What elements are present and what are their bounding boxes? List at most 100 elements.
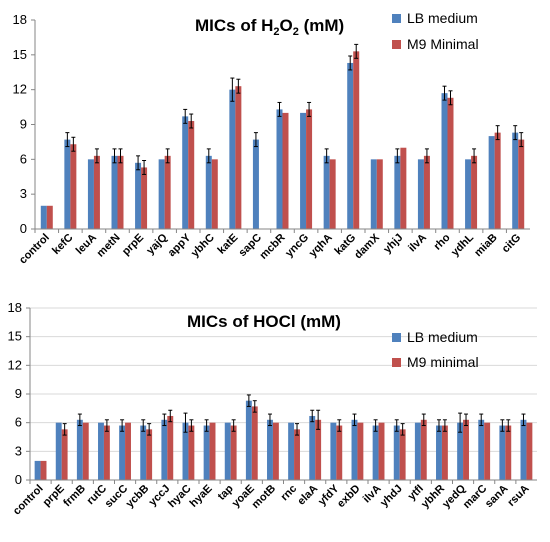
bar-lb-medium-sapC — [252, 139, 259, 229]
bar-m9-sucC — [125, 422, 131, 480]
y-tick-label: 3 — [20, 186, 27, 201]
bar-m9-ytfI — [420, 419, 427, 480]
bar-lb-medium-yncG — [300, 112, 307, 229]
bar-m9-hyaC — [188, 425, 195, 480]
bar-lb-medium-control — [40, 205, 47, 229]
y-tick-label: 12 — [8, 357, 22, 372]
bar-m9-ybhC — [211, 159, 218, 229]
bar-m9-katG — [353, 51, 360, 229]
bar-m9-yhdJ — [399, 429, 406, 480]
legend-label-lb: LB medium — [407, 329, 478, 345]
bar-m9-sanA — [505, 425, 512, 480]
x-tick-label: damX — [352, 231, 382, 261]
bar-lb-medium-citG — [512, 132, 519, 229]
x-tick-label: mcbR — [258, 232, 288, 262]
x-tick-label: sucC — [103, 483, 131, 511]
h2o2-chart: MICs of H2O2 (mM) 0 3 6 9 12 15 18 controlkefC… — [13, 10, 530, 266]
bar-m9-marC — [484, 422, 491, 480]
x-tick-label: metN — [95, 232, 123, 260]
bar-lb-medium-ilvA — [372, 425, 379, 480]
bar-lb-medium-miaB — [488, 136, 495, 229]
bar-lb-medium-yajQ — [158, 159, 165, 229]
x-tick-label: kefC — [50, 232, 75, 257]
bar-m9-ydhL — [471, 155, 478, 229]
bar-lb-medium-katG — [347, 62, 354, 229]
bar-lb-medium-yfdY — [330, 422, 337, 480]
bar-lb-medium-yedQ — [457, 422, 464, 480]
bar-m9-yncG — [306, 109, 313, 229]
bar-lb-medium-yoaE — [245, 400, 252, 480]
bar-lb-medium-yhjJ — [394, 155, 401, 229]
bar-lb-medium-motB — [267, 419, 273, 480]
bar-m9-rsuA — [526, 422, 533, 480]
bar-lb-medium-rsuA — [520, 419, 527, 480]
y-tick-label: 15 — [13, 47, 27, 62]
y-tick-label: 6 — [20, 151, 27, 166]
bar-lb-medium-sanA — [499, 425, 506, 480]
y-tick-label: 9 — [20, 117, 27, 132]
chart-title: MICs of H2O2 (mM) — [195, 16, 344, 38]
bar-m9-ilvA — [378, 422, 385, 480]
x-tick-label: ybhC — [189, 232, 217, 260]
x-tick-label: leuA — [74, 232, 99, 257]
x-tick-label: ycbB — [124, 483, 152, 511]
bar-lb-medium-rnc — [288, 422, 295, 480]
bar-lb-medium-sucC — [119, 425, 126, 480]
x-tick-label: ybhR — [419, 483, 447, 511]
x-tick-label: hyaE — [188, 483, 215, 510]
bar-m9-motB — [272, 422, 279, 480]
bar-lb-medium-ybhR — [436, 425, 442, 480]
bar-m9-rho — [447, 97, 454, 230]
bar-lb-medium-kefC — [64, 139, 71, 229]
bar-m9-prpE — [141, 167, 148, 229]
bar-lb-medium-leuA — [87, 159, 94, 229]
bar-lb-medium-ytfI — [414, 422, 421, 480]
bar-m9-kefC — [70, 144, 77, 229]
legend-swatch-lb — [392, 14, 401, 23]
bar-lb-medium-ydhL — [465, 159, 472, 229]
bar-m9-yfdY — [336, 425, 343, 480]
x-tick-label: control — [17, 232, 52, 267]
bar-m9-metN — [117, 155, 124, 229]
x-tick-label: citG — [500, 232, 524, 256]
y-tick-label: 0 — [15, 472, 22, 487]
x-tick-label: yhjJ — [381, 232, 405, 256]
legend: LB medium M9 minimal — [392, 329, 479, 370]
x-tick-label: yqhA — [307, 232, 335, 260]
bar-lb-medium-ilvA — [417, 159, 424, 229]
x-tick-label: ydhL — [449, 231, 476, 258]
x-tick-label: hyaC — [166, 483, 194, 511]
bar-m9-exbD — [357, 422, 364, 480]
legend-label-m9: M9 Minimal — [407, 36, 479, 52]
bar-lb-medium-mcbR — [276, 109, 283, 229]
bar-lb-medium-yhdJ — [393, 425, 400, 480]
x-tick-label: marC — [461, 483, 489, 511]
bar-m9-ycbB — [146, 429, 153, 480]
bar-m9-frmB — [82, 422, 89, 480]
bar-m9-yccJ — [167, 415, 174, 480]
y-tick-label: 18 — [13, 12, 27, 27]
x-tick-label: miaB — [472, 232, 500, 260]
bar-m9-rutC — [103, 425, 110, 480]
bar-lb-medium-appY — [182, 116, 189, 229]
bar-lb-medium-control — [34, 460, 41, 480]
bar-lb-medium-hyaC — [182, 422, 189, 480]
bar-m9-elaA — [315, 419, 322, 480]
legend: LB medium M9 Minimal — [392, 10, 479, 52]
x-tick-label: sanA — [483, 483, 511, 511]
y-tick-label: 3 — [15, 443, 22, 458]
y-tick-label: 15 — [8, 329, 22, 344]
bar-m9-mcbR — [282, 112, 289, 229]
bar-m9-prpE — [61, 429, 68, 480]
x-tick-label: frmB — [61, 483, 88, 510]
legend-swatch-lb — [392, 333, 401, 342]
chart-title: MICs of HOCl (mM) — [187, 312, 341, 331]
bar-lb-medium-prpE — [135, 162, 142, 229]
bar-m9-control — [40, 460, 47, 480]
bar-m9-control — [46, 205, 53, 229]
x-tick-label: yncG — [283, 232, 311, 260]
y-tick-label: 9 — [15, 386, 22, 401]
x-tick-label: elaA — [295, 483, 320, 508]
